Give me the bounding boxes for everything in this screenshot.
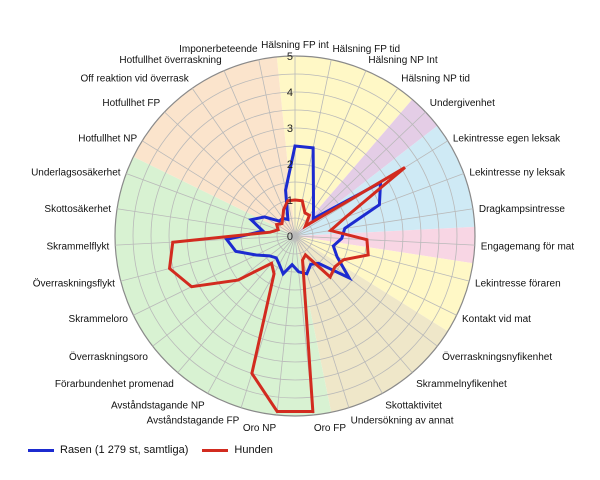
r-tick-label-4: 4 <box>287 87 293 99</box>
grid-spoke-18 <box>240 235 296 408</box>
category-label-29: Off reaktion vid överrask <box>81 73 190 84</box>
category-label-13: Skrammelnyfikenhet <box>416 379 507 390</box>
grid-spoke-9 <box>294 235 475 246</box>
category-label-25: Skottosäkerhet <box>44 204 111 215</box>
category-label-6: Lekintresse egen leksak <box>453 134 561 145</box>
category-label-8: Dragkampsintresse <box>479 204 566 215</box>
r-tick-label-0: 0 <box>287 231 293 243</box>
category-label-9: Engagemang för mat <box>481 241 575 252</box>
category-label-24: Skrammelflykt <box>46 241 109 252</box>
category-label-3: Hälsning NP Int <box>368 55 438 66</box>
category-label-12: Överraskningsnyfikenhet <box>442 351 552 363</box>
series-lines <box>167 144 406 413</box>
category-label-5: Undergivenhet <box>430 98 495 109</box>
legend-swatch-dog <box>202 448 229 452</box>
grid-spoke-31 <box>258 59 296 237</box>
r-tick-label-1: 1 <box>287 195 293 207</box>
legend-item-dog: Hunden <box>202 444 273 456</box>
category-label-2: Hälsning FP tid <box>332 44 400 55</box>
grid-spoke-10 <box>294 235 470 282</box>
category-label-1: Hälsning FP int <box>261 40 329 51</box>
category-label-15: Undersökning av annat <box>351 415 454 426</box>
category-label-23: Överraskningsflykt <box>33 278 115 290</box>
grid-spoke-11 <box>294 235 457 316</box>
grid-spoke-24 <box>115 235 296 246</box>
grid-spoke-23 <box>120 235 296 282</box>
category-label-10: Lekintresse föraren <box>475 279 561 290</box>
category-label-27: Hotfullhet NP <box>78 134 137 145</box>
radial-tick-labels: 0 1 2 3 4 5 <box>287 51 293 243</box>
r-tick-label-3: 3 <box>287 123 293 135</box>
category-label-4: Hälsning NP tid <box>401 73 470 84</box>
grid-spoke-29 <box>191 88 296 237</box>
r-tick-label-5: 5 <box>287 51 293 63</box>
legend: Rasen (1 279 st, samtliga) Hunden <box>28 444 273 456</box>
category-label-7: Lekintresse ny leksak <box>469 167 566 178</box>
grid-spoke-28 <box>164 111 296 237</box>
category-label-11: Kontakt vid mat <box>462 314 531 325</box>
category-label-26: Underlagsosäkerhet <box>31 167 121 178</box>
radar-grid <box>114 55 476 417</box>
legend-label-dog: Hunden <box>234 444 273 456</box>
category-label-14: Skottaktivitet <box>385 401 442 412</box>
grid-spoke-19 <box>207 235 296 394</box>
legend-label-breed: Rasen (1 279 st, samtliga) <box>60 444 189 456</box>
grid-spoke-8 <box>294 208 473 237</box>
grid-spoke-3 <box>294 70 367 237</box>
grid-spoke-27 <box>142 140 296 237</box>
legend-item-breed: Rasen (1 279 st, samtliga) <box>28 444 188 456</box>
series-line-2 <box>167 166 406 413</box>
background-sector-7 <box>115 156 332 416</box>
category-label-31: Imponerbeteende <box>179 44 258 55</box>
background-sector-1 <box>276 56 413 237</box>
grid-spoke-22 <box>133 235 296 316</box>
grid-spoke-12 <box>294 235 438 347</box>
grid-spoke-13 <box>294 235 413 373</box>
grid-spoke-21 <box>152 235 296 347</box>
category-label-21: Överraskningsoro <box>69 351 148 363</box>
category-label-17: Oro NP <box>243 423 277 434</box>
category-label-20: Förarbundenhet promenad <box>55 379 174 390</box>
category-label-16: Oro FP <box>314 423 347 434</box>
legend-swatch-breed <box>28 448 54 452</box>
background-sector-8 <box>133 56 295 236</box>
category-label-22: Skrammeloro <box>69 314 129 325</box>
r-tick-label-2: 2 <box>287 159 293 171</box>
category-label-19: Avståndstagande NP <box>111 400 205 412</box>
category-label-28: Hotfullhet FP <box>102 98 160 109</box>
category-label-30: Hotfullhet överraskning <box>119 55 221 66</box>
grid-spoke-14 <box>294 235 383 394</box>
category-label-18: Avståndstagande FP <box>147 414 240 426</box>
background-sector-4 <box>295 226 475 264</box>
grid-spoke-26 <box>126 173 296 237</box>
